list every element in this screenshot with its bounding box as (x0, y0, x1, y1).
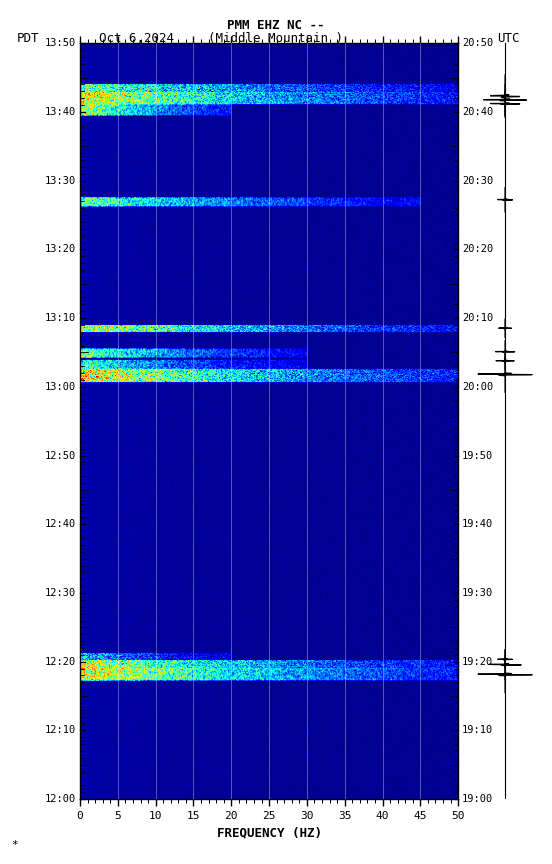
Text: 12:40: 12:40 (45, 519, 76, 530)
Text: 19:00: 19:00 (462, 794, 493, 804)
Text: *: * (11, 841, 18, 850)
Text: 12:10: 12:10 (45, 726, 76, 735)
X-axis label: FREQUENCY (HZ): FREQUENCY (HZ) (216, 827, 322, 840)
Text: 13:40: 13:40 (45, 107, 76, 117)
Text: 20:00: 20:00 (462, 382, 493, 392)
Text: 20:30: 20:30 (462, 175, 493, 186)
Text: 12:00: 12:00 (45, 794, 76, 804)
Text: 20:20: 20:20 (462, 245, 493, 254)
Text: 13:50: 13:50 (45, 38, 76, 48)
Text: 13:20: 13:20 (45, 245, 76, 254)
Text: 19:20: 19:20 (462, 657, 493, 667)
Text: 19:50: 19:50 (462, 450, 493, 461)
Text: 13:30: 13:30 (45, 175, 76, 186)
Text: Oct 6,2024: Oct 6,2024 (99, 32, 174, 45)
Text: 19:30: 19:30 (462, 588, 493, 598)
Text: 12:20: 12:20 (45, 657, 76, 667)
Text: 12:30: 12:30 (45, 588, 76, 598)
Text: 12:50: 12:50 (45, 450, 76, 461)
Text: 20:50: 20:50 (462, 38, 493, 48)
Text: 19:10: 19:10 (462, 726, 493, 735)
Text: 20:40: 20:40 (462, 107, 493, 117)
Text: PMM EHZ NC --: PMM EHZ NC -- (227, 19, 325, 32)
Text: (Middle Mountain ): (Middle Mountain ) (209, 32, 343, 45)
Text: UTC: UTC (497, 32, 519, 45)
Text: PDT: PDT (17, 32, 39, 45)
Text: 13:10: 13:10 (45, 313, 76, 323)
Text: 19:40: 19:40 (462, 519, 493, 530)
Text: 20:10: 20:10 (462, 313, 493, 323)
Text: 13:00: 13:00 (45, 382, 76, 392)
